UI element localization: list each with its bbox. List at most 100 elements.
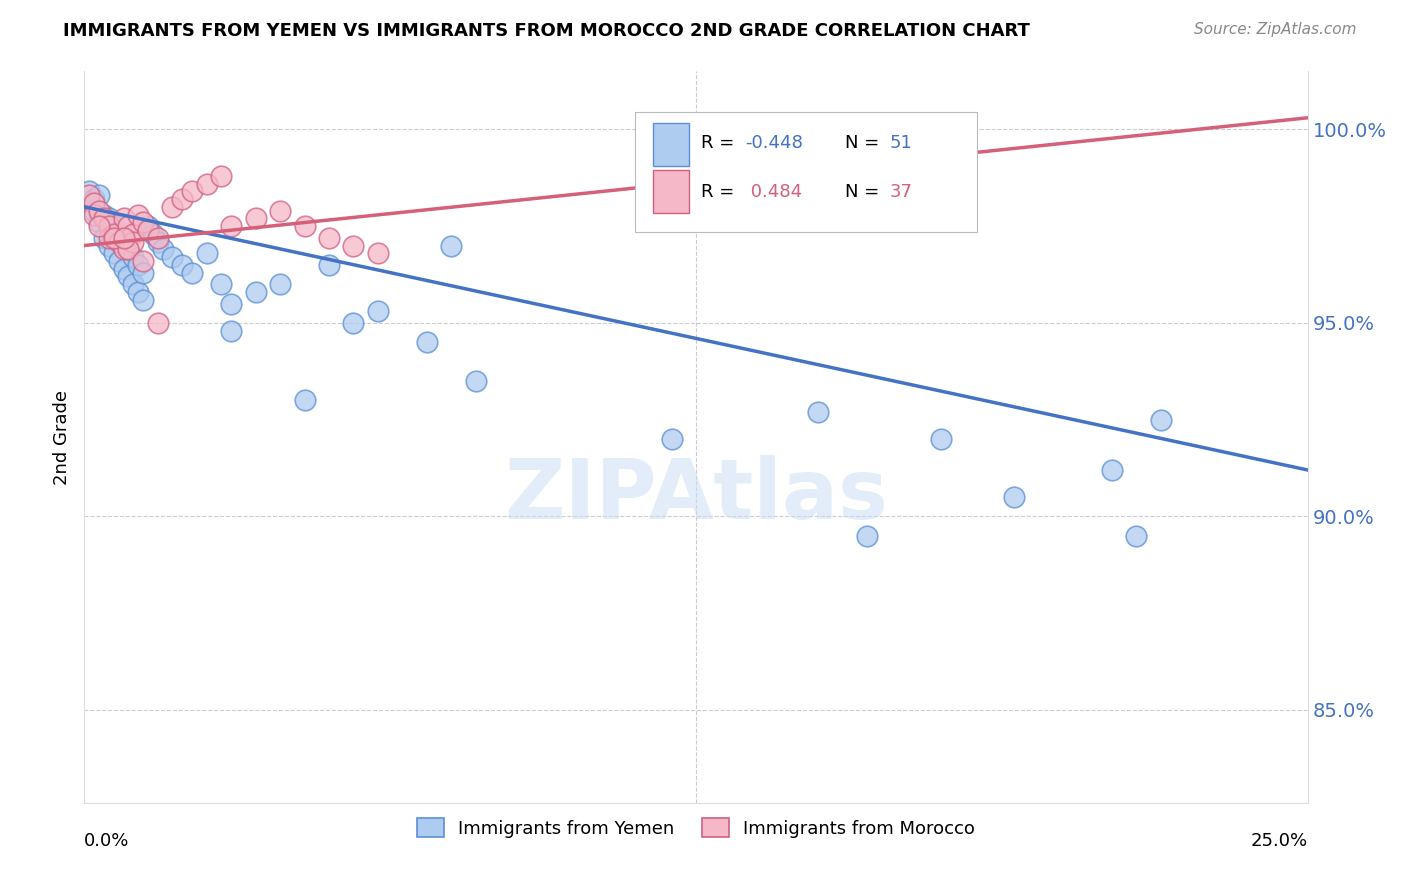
- Point: [318, 258, 340, 272]
- Point: [97, 211, 120, 226]
- Point: [152, 243, 174, 257]
- Point: [929, 432, 952, 446]
- Text: 51: 51: [889, 134, 912, 152]
- Point: [269, 277, 291, 292]
- Point: [367, 304, 389, 318]
- Point: [117, 243, 139, 257]
- Text: 0.0%: 0.0%: [84, 832, 129, 850]
- Point: [93, 231, 115, 245]
- Point: [219, 219, 242, 234]
- Point: [953, 119, 976, 133]
- Point: [132, 215, 155, 229]
- Point: [181, 266, 204, 280]
- Point: [294, 219, 316, 234]
- Point: [97, 238, 120, 252]
- Point: [146, 235, 169, 249]
- Point: [127, 208, 149, 222]
- Point: [269, 203, 291, 218]
- Point: [87, 215, 110, 229]
- Point: [1002, 490, 1025, 504]
- Point: [807, 405, 830, 419]
- Point: [87, 219, 110, 234]
- FancyBboxPatch shape: [654, 123, 689, 167]
- Point: [856, 529, 879, 543]
- Text: R =: R =: [700, 134, 740, 152]
- FancyBboxPatch shape: [636, 112, 977, 232]
- Text: 37: 37: [889, 183, 912, 201]
- Point: [342, 316, 364, 330]
- Point: [103, 246, 125, 260]
- Point: [122, 250, 145, 264]
- Y-axis label: 2nd Grade: 2nd Grade: [53, 390, 72, 484]
- Point: [77, 184, 100, 198]
- FancyBboxPatch shape: [654, 170, 689, 213]
- Point: [172, 258, 194, 272]
- Point: [142, 227, 165, 241]
- Legend: Immigrants from Yemen, Immigrants from Morocco: Immigrants from Yemen, Immigrants from M…: [409, 811, 983, 845]
- Point: [103, 219, 125, 234]
- Text: R =: R =: [700, 183, 740, 201]
- Point: [107, 227, 129, 241]
- Point: [97, 231, 120, 245]
- Point: [342, 238, 364, 252]
- Point: [318, 231, 340, 245]
- Point: [416, 335, 439, 350]
- Text: ZIPAtlas: ZIPAtlas: [503, 455, 889, 536]
- Point: [219, 296, 242, 310]
- Point: [77, 188, 100, 202]
- Point: [83, 192, 105, 206]
- Point: [146, 231, 169, 245]
- Point: [97, 219, 120, 234]
- Point: [103, 231, 125, 245]
- Point: [83, 196, 105, 211]
- Point: [1150, 412, 1173, 426]
- Point: [245, 211, 267, 226]
- Point: [93, 208, 115, 222]
- Text: N =: N =: [845, 183, 886, 201]
- Point: [117, 219, 139, 234]
- Point: [132, 266, 155, 280]
- Point: [181, 184, 204, 198]
- Point: [195, 177, 218, 191]
- Point: [132, 254, 155, 268]
- Point: [112, 211, 135, 226]
- Point: [1101, 463, 1123, 477]
- Point: [117, 269, 139, 284]
- Point: [112, 243, 135, 257]
- Point: [219, 324, 242, 338]
- Point: [464, 374, 486, 388]
- Point: [93, 211, 115, 226]
- Point: [132, 293, 155, 307]
- Point: [122, 277, 145, 292]
- Text: IMMIGRANTS FROM YEMEN VS IMMIGRANTS FROM MOROCCO 2ND GRADE CORRELATION CHART: IMMIGRANTS FROM YEMEN VS IMMIGRANTS FROM…: [63, 22, 1031, 40]
- Text: -0.448: -0.448: [745, 134, 803, 152]
- Text: 0.484: 0.484: [745, 183, 801, 201]
- Point: [112, 235, 135, 249]
- Point: [136, 223, 159, 237]
- Point: [136, 219, 159, 234]
- Point: [83, 203, 105, 218]
- Point: [117, 243, 139, 257]
- Point: [440, 238, 463, 252]
- Point: [127, 258, 149, 272]
- Point: [103, 227, 125, 241]
- Text: Source: ZipAtlas.com: Source: ZipAtlas.com: [1194, 22, 1357, 37]
- Text: N =: N =: [845, 134, 886, 152]
- Point: [127, 285, 149, 299]
- Point: [107, 254, 129, 268]
- Point: [209, 277, 232, 292]
- Point: [162, 200, 184, 214]
- Point: [245, 285, 267, 299]
- Point: [367, 246, 389, 260]
- Point: [195, 246, 218, 260]
- Text: 25.0%: 25.0%: [1250, 832, 1308, 850]
- Point: [172, 192, 194, 206]
- Point: [661, 432, 683, 446]
- Point: [122, 235, 145, 249]
- Point: [87, 188, 110, 202]
- Point: [112, 261, 135, 276]
- Point: [146, 316, 169, 330]
- Point: [162, 250, 184, 264]
- Point: [83, 208, 105, 222]
- Point: [209, 169, 232, 183]
